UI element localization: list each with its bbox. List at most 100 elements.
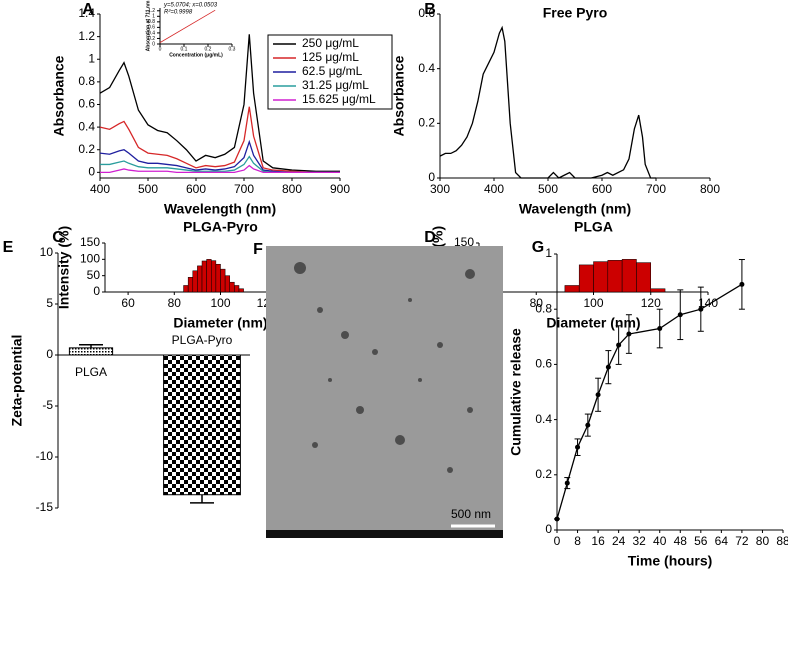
hist-bar — [621, 259, 637, 293]
x-tick-label: 80 — [168, 296, 182, 310]
x-tick-label: 0.1 — [181, 46, 188, 52]
hist-bar — [201, 260, 207, 293]
y-tick-label: 1.2 — [148, 8, 155, 14]
particle — [408, 298, 412, 302]
legend-label: 15.625 μg/mL — [302, 92, 376, 106]
particle — [372, 349, 378, 355]
annotation: y=5.0704; x=0.0503 — [163, 3, 218, 9]
point — [626, 331, 632, 337]
series-line — [99, 139, 340, 173]
y-tick-label: 1.2 — [78, 29, 95, 43]
series-line — [159, 9, 216, 43]
y-tick-label: 0.4 — [535, 412, 552, 426]
y-tick-label: 0.4 — [148, 30, 155, 36]
y-tick-label: -15 — [36, 500, 54, 514]
y-tick-label: 5 — [46, 296, 53, 310]
hist-bar — [636, 262, 651, 293]
y-tick-label: 0.6 — [535, 357, 552, 371]
x-tick-label: 0.3 — [229, 46, 236, 52]
x-tick-label: 80 — [530, 296, 544, 310]
legend-label: 125 μg/mL — [302, 50, 359, 64]
point — [605, 364, 611, 370]
x-tick-label: 100 — [210, 296, 230, 310]
x-tick-label: 700 — [234, 182, 254, 196]
hist-bar — [238, 288, 244, 293]
x-tick-label: 400 — [90, 182, 110, 196]
scale-bar-label: 500 nm — [451, 507, 491, 521]
particle — [395, 435, 405, 445]
x-tick-label: 56 — [694, 534, 708, 548]
hist-bar — [224, 275, 230, 293]
x-tick-label: 88 — [776, 534, 788, 548]
legend-label: 250 μg/mL — [302, 36, 359, 50]
error-bar — [190, 494, 214, 504]
y-tick-label: 0.4 — [78, 119, 95, 133]
y-axis-label: Cumulative release — [508, 328, 524, 456]
x-tick-label: 40 — [653, 534, 667, 548]
x-tick-label: 120 — [641, 296, 661, 310]
y-tick-label: -5 — [42, 398, 53, 412]
chart-title: PLGA — [574, 219, 613, 235]
x-tick-label: 48 — [674, 534, 688, 548]
x-axis-label: Concentration (μg/mL) — [169, 52, 223, 58]
point — [595, 392, 601, 398]
y-axis-label: Zeta-potential — [9, 335, 25, 427]
error-bar — [79, 344, 103, 348]
hist-bar — [229, 281, 235, 293]
point — [677, 312, 683, 318]
series-line — [439, 25, 656, 179]
hist-bar — [578, 264, 594, 293]
x-tick-label: 60 — [121, 296, 135, 310]
x-tick-label: 800 — [282, 182, 302, 196]
hist-bar — [187, 277, 194, 293]
hist-bar — [206, 259, 212, 293]
x-axis-label: Time (hours) — [628, 553, 713, 569]
x-tick-label: 600 — [186, 182, 206, 196]
x-tick-label: 700 — [646, 182, 666, 196]
hist-bar — [220, 268, 226, 293]
y-tick-label: 0.2 — [418, 116, 435, 130]
x-tick-label: 16 — [591, 534, 605, 548]
x-tick-label: 0 — [159, 46, 162, 52]
particle — [467, 407, 473, 413]
chart-title: Free Pyro — [543, 5, 608, 21]
y-tick-label: 0.4 — [418, 61, 435, 75]
y-tick-label: 1.4 — [78, 6, 95, 20]
x-tick-label: 400 — [484, 182, 504, 196]
y-axis-label: Intensity (%) — [56, 226, 72, 309]
legend-label: 62.5 μg/mL — [302, 64, 363, 78]
y-tick-label: -10 — [36, 449, 54, 463]
point — [575, 444, 581, 450]
y-tick-label: 0 — [88, 165, 95, 179]
bar — [68, 347, 114, 356]
panel-letter: B — [424, 1, 436, 18]
y-tick-label: 0.6 — [78, 97, 95, 111]
y-tick-label: 1 — [88, 51, 95, 65]
legend-label: 31.25 μg/mL — [302, 78, 369, 92]
particle — [465, 269, 475, 279]
x-axis-label: Diameter (nm) — [546, 315, 640, 331]
hist-bar — [197, 265, 203, 293]
particle — [418, 378, 422, 382]
particle — [447, 467, 453, 473]
y-tick-label: 0.6 — [148, 25, 155, 31]
x-tick-label: 72 — [735, 534, 749, 548]
x-tick-label: 100 — [583, 296, 603, 310]
x-tick-label: 500 — [538, 182, 558, 196]
point — [698, 306, 704, 312]
x-tick-label: 24 — [612, 534, 626, 548]
hist-bar — [211, 260, 217, 293]
y-tick-label: 0 — [46, 347, 53, 361]
series-line — [556, 283, 743, 520]
y-tick-label: 0 — [545, 522, 552, 536]
bar — [163, 354, 241, 496]
point — [554, 516, 560, 522]
point — [657, 326, 663, 332]
y-axis-label: Absorbance — [51, 55, 67, 136]
x-tick-label: 600 — [592, 182, 612, 196]
series-line — [100, 155, 340, 173]
hist-bar — [650, 288, 666, 293]
y-tick-label: 150 — [454, 235, 474, 249]
x-tick-label: 800 — [700, 182, 720, 196]
